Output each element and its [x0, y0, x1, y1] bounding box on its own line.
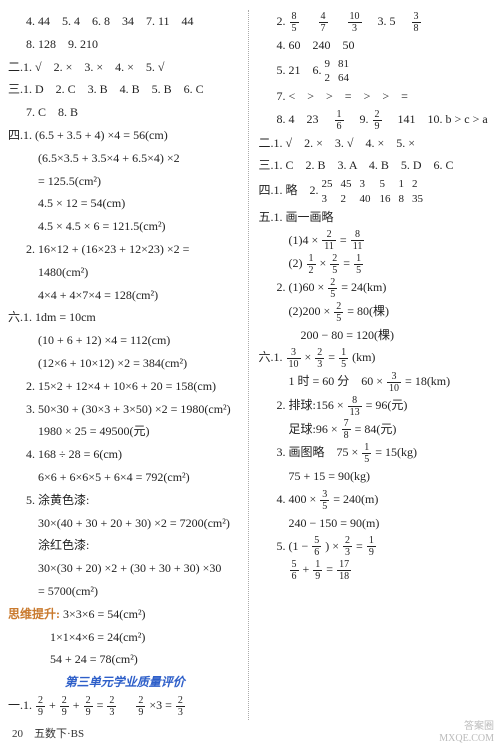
- left-column: 4. 44 5. 4 6. 8 34 7. 11 44 8. 128 9. 21…: [8, 10, 249, 720]
- text: 3. 50×30 + (30×3 + 3×50) ×2 = 1980(cm²): [8, 398, 242, 421]
- text: 六.1. 310 × 23 = 15 (km): [259, 346, 493, 370]
- grid: 981 264: [325, 57, 350, 86]
- grid: 512 16835: [380, 177, 424, 206]
- text: (2)200 × 25 = 80(棵): [259, 300, 493, 324]
- text: 30×(30 + 20) ×2 + (30 + 30 + 30) ×30: [8, 557, 242, 580]
- text: 三.1. D 2. C 3. B 4. B 5. B 6. C: [8, 78, 242, 101]
- text: 75 + 15 = 90(kg): [259, 465, 493, 488]
- text: 56 + 19 = 1718: [259, 558, 493, 582]
- watermark: 答案圈MXQE.COM: [439, 721, 494, 745]
- think-label: 思维提升:: [8, 607, 60, 621]
- text: 二.1. √ 2. × 3. √ 4. × 5. ×: [259, 132, 493, 155]
- text: (1)4 × 211 = 811: [259, 229, 493, 253]
- text: (10 + 6 + 12) ×4 = 112(cm): [8, 329, 242, 352]
- text: 3. 画图略 75 × 15 = 15(kg): [259, 441, 493, 465]
- text: 4. 168 ÷ 28 = 6(cm): [8, 443, 242, 466]
- text: (6.5×3.5 + 3.5×4 + 6.5×4) ×2: [8, 147, 242, 170]
- text: 思维提升: 3×3×6 = 54(cm²): [8, 603, 242, 626]
- text: 8. 128 9. 210: [8, 33, 242, 56]
- text: 2. 16×12 + (16×23 + 12×23) ×2 =: [8, 238, 242, 261]
- text: 7. C 8. B: [8, 101, 242, 124]
- text: (2) 12 × 25 = 15: [259, 252, 493, 276]
- text: 54 + 24 = 78(cm²): [8, 648, 242, 671]
- text: 4. 400 × 35 = 240(m): [259, 488, 493, 512]
- text: 1 时 = 60 分 60 × 310 = 18(km): [259, 370, 493, 394]
- text: 5. 21 6. 981 264: [259, 57, 493, 86]
- text: 2. 85 47 103 3. 5 38: [259, 10, 493, 34]
- text: 3×3×6 = 54(cm²): [63, 607, 146, 621]
- text: 1×1×4×6 = 24(cm²): [8, 626, 242, 649]
- text: 2. (1)60 × 25 = 24(km): [259, 276, 493, 300]
- text: 5. 涂黄色漆:: [8, 489, 242, 512]
- text: 一.1. 29 + 29 + 29 = 23 29 ×3 = 23: [8, 694, 242, 718]
- text: 六.1. 1dm = 10cm: [8, 306, 242, 329]
- page-footer: 20 五数下·BS: [12, 725, 84, 741]
- text: 4.5 × 12 = 54(cm): [8, 192, 242, 215]
- text: 6×6 + 6×6×5 + 6×4 = 792(cm²): [8, 466, 242, 489]
- text: 4×4 + 4×7×4 = 128(cm²): [8, 284, 242, 307]
- text: 2. 排球:156 × 813 = 96(元): [259, 394, 493, 418]
- text: 涂红色漆:: [8, 534, 242, 557]
- text: 足球:96 × 78 = 84(元): [259, 418, 493, 442]
- text: 四.1. (6.5 + 3.5 + 4) ×4 = 56(cm): [8, 124, 242, 147]
- text: 1980 × 25 = 49500(元): [8, 420, 242, 443]
- text: 30×(40 + 30 + 20 + 30) ×2 = 7200(cm²): [8, 512, 242, 535]
- text: 4.5 × 4.5 × 6 = 121.5(cm²): [8, 215, 242, 238]
- section-title: 第三单元学业质量评价: [8, 671, 242, 694]
- text: = 5700(cm²): [8, 580, 242, 603]
- text: 2. 15×2 + 12×4 + 10×6 + 20 = 158(cm): [8, 375, 242, 398]
- text: 200 − 80 = 120(棵): [259, 324, 493, 347]
- text: 240 − 150 = 90(m): [259, 512, 493, 535]
- text: 二.1. √ 2. × 3. × 4. × 5. √: [8, 56, 242, 79]
- text: 7. < > > = > > =: [259, 85, 493, 108]
- grid: 25453 3240: [322, 177, 371, 206]
- text: 8. 4 23 16 9. 29 141 10. b > c > a: [259, 108, 493, 132]
- text: 4. 44 5. 4 6. 8 34 7. 11 44: [8, 10, 242, 33]
- text: 三.1. C 2. B 3. A 4. B 5. D 6. C: [259, 154, 493, 177]
- text: = 125.5(cm²): [8, 170, 242, 193]
- text: 五.1. 画一画略: [259, 206, 493, 229]
- text: 5. (1 − 56 ) × 23 = 19: [259, 535, 493, 559]
- text: 四.1. 略 2. 25453 3240 512 16835: [259, 177, 493, 206]
- text: 1480(cm²): [8, 261, 242, 284]
- text: 4. 60 240 50: [259, 34, 493, 57]
- text: (12×6 + 10×12) ×2 = 384(cm²): [8, 352, 242, 375]
- right-column: 2. 85 47 103 3. 5 38 4. 60 240 50 5. 21 …: [249, 10, 493, 720]
